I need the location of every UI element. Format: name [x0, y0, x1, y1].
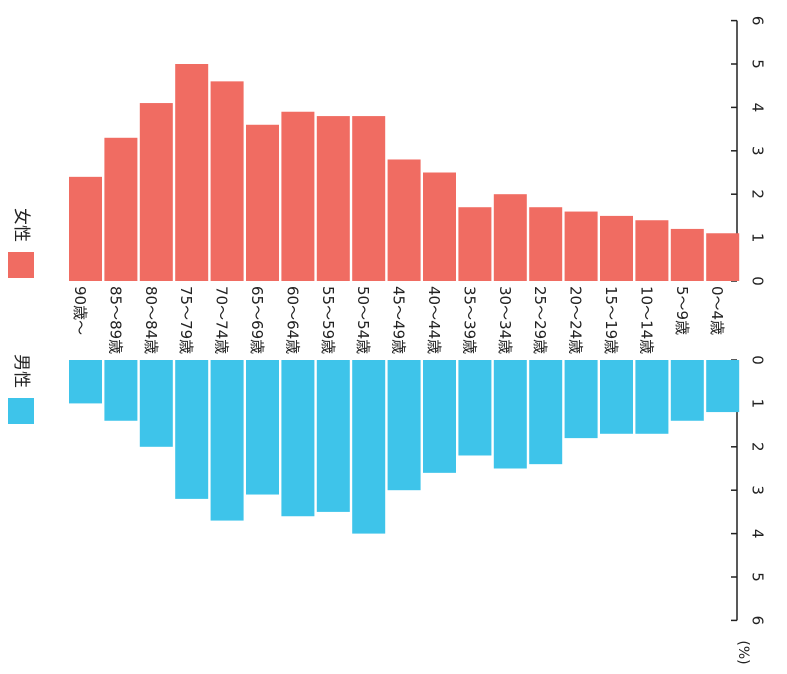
category-label: 0～4歳 [708, 286, 726, 335]
female-bar [423, 172, 456, 281]
female-tick-label: 4 [749, 103, 767, 113]
male-bar [635, 360, 669, 434]
male-tick-label: 3 [749, 485, 767, 495]
category-label: 80～84歳 [142, 286, 160, 354]
female-bar [246, 124, 279, 281]
female-bar [529, 207, 563, 281]
male-tick-label: 0 [749, 355, 767, 365]
female-tick-label: 0 [749, 276, 767, 286]
male-tick-label: 6 [749, 616, 767, 626]
male-bar [706, 360, 740, 413]
male-bar [564, 360, 598, 439]
category-label: 5～9歳 [673, 286, 691, 335]
female-bar [69, 176, 102, 281]
male-bar [316, 360, 350, 512]
male-bar [281, 360, 315, 517]
female-tick-label: 3 [749, 146, 767, 156]
female-bar [706, 233, 740, 281]
female-bar [670, 228, 704, 281]
category-label: 45～49歳 [390, 286, 408, 354]
legend-label: 男性 [11, 354, 31, 388]
category-labels: 90歳～ 85～89歳 80～84歳 75～79歳 70～74歳 65～69歳 60～64歳… [71, 286, 726, 354]
female-bar [600, 215, 633, 281]
category-label: 55～59歳 [319, 286, 337, 354]
legend-label: 女性 [11, 208, 31, 242]
category-label: 40～44歳 [425, 286, 443, 354]
male-bar [210, 360, 244, 521]
male-bar [69, 360, 102, 404]
female-bar [635, 220, 669, 281]
male-bar [458, 360, 492, 456]
male-bar [493, 360, 527, 469]
female-bar [139, 103, 173, 281]
female-tick-label: 1 [749, 233, 767, 243]
female-bar [316, 116, 350, 281]
category-label: 10～14歳 [637, 286, 655, 354]
female-bar [175, 64, 209, 281]
male-bars [69, 360, 740, 534]
female-bar [564, 211, 598, 281]
male-bar [387, 360, 421, 491]
category-label: 20～24歳 [567, 286, 585, 354]
male-bar [352, 360, 386, 534]
category-label: 70～74歳 [213, 286, 231, 354]
category-label: 75～79歳 [177, 286, 195, 354]
category-label: 90歳～ [71, 286, 89, 335]
unit-label: (%) [735, 640, 751, 664]
category-label: 85～89歳 [106, 286, 124, 354]
male-bar [246, 360, 279, 495]
male-bar [600, 360, 633, 434]
female-bar [104, 137, 138, 281]
male-bar [175, 360, 209, 499]
male-bar [529, 360, 563, 465]
category-label: 65～69歳 [248, 286, 266, 354]
female-tick-label: 6 [749, 16, 767, 26]
category-label: 60～64歳 [283, 286, 301, 354]
male-bar [423, 360, 456, 473]
legend-swatch [8, 252, 34, 278]
category-label: 25～29歳 [531, 286, 549, 354]
female-bar [458, 207, 492, 281]
male-tick-label: 5 [749, 572, 767, 582]
legend-swatch [8, 398, 34, 424]
female-tick-label: 5 [749, 59, 767, 69]
female-bar [352, 116, 386, 281]
female-bar [387, 159, 421, 281]
male-bar [670, 360, 704, 421]
male-tick-label: 2 [749, 442, 767, 452]
category-label: 35～39歳 [460, 286, 478, 354]
female-bars [69, 64, 740, 282]
male-bar [104, 360, 138, 421]
female-bar [210, 81, 244, 281]
category-label: 50～54歳 [354, 286, 372, 354]
male-tick-label: 1 [749, 399, 767, 409]
male-bar [139, 360, 173, 447]
category-label: 30～34歳 [496, 286, 514, 354]
female-tick-label: 2 [749, 189, 767, 199]
category-label: 15～19歳 [602, 286, 620, 354]
female-bar [493, 194, 527, 281]
male-tick-label: 4 [749, 529, 767, 539]
female-bar [281, 111, 315, 282]
